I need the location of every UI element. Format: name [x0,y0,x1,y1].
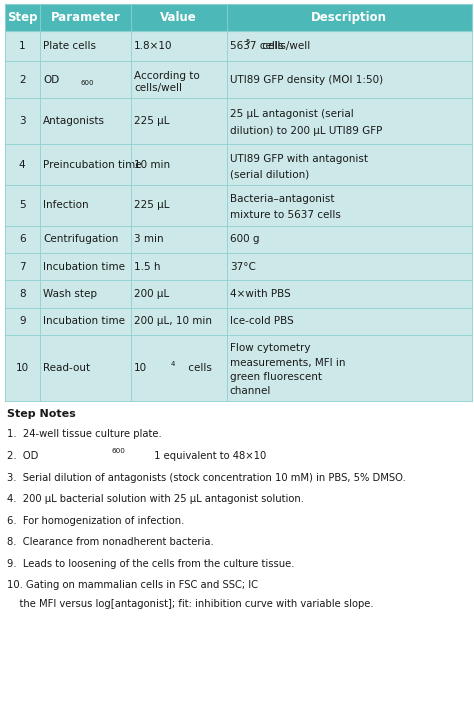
Text: 8.  Clearance from nonadherent bacteria.: 8. Clearance from nonadherent bacteria. [7,537,214,547]
Text: 9: 9 [19,316,26,326]
Bar [5,280,472,308]
Text: Parameter: Parameter [50,11,120,24]
Bar [5,226,472,253]
Text: 4.  200 μL bacterial solution with 25 μL antagonist solution.: 4. 200 μL bacterial solution with 25 μL … [7,494,304,504]
Text: (serial dilution): (serial dilution) [230,169,309,179]
Text: the MFI versus log[antagonist]; fit: inhibition curve with variable slope.: the MFI versus log[antagonist]; fit: inh… [7,599,374,609]
Text: 1: 1 [19,41,26,51]
Text: Bacteria–antagonist: Bacteria–antagonist [230,194,334,204]
Text: 600 g: 600 g [230,234,259,244]
Text: 4: 4 [19,160,26,169]
Text: 1.8×10: 1.8×10 [134,41,173,51]
Bar [5,61,472,98]
Text: 3.  Serial dilution of antagonists (stock concentration 10 mM) in PBS, 5% DMSO.: 3. Serial dilution of antagonists (stock… [7,473,406,483]
Text: 10: 10 [16,363,29,373]
Text: measurements, MFI in: measurements, MFI in [230,358,346,368]
Text: 200 μL, 10 min: 200 μL, 10 min [134,316,212,326]
Text: Read-out: Read-out [43,363,90,373]
Text: Incubation time: Incubation time [43,262,125,272]
Text: 10. Gating on mammalian cells in FSC and SSC; IC: 10. Gating on mammalian cells in FSC and… [7,580,258,590]
Text: UTI89 GFP with antagonist: UTI89 GFP with antagonist [230,153,368,163]
Text: 7: 7 [19,262,26,272]
Text: Description: Description [311,11,387,24]
Text: Infection: Infection [43,201,89,210]
Text: 600: 600 [80,80,93,86]
Text: Centrifugation: Centrifugation [43,234,118,244]
Text: 2: 2 [19,75,26,85]
Bar [5,253,472,280]
Bar [5,335,472,401]
Text: dilution) to 200 μL UTI89 GFP: dilution) to 200 μL UTI89 GFP [230,126,382,136]
Text: 4: 4 [171,361,175,366]
Text: UTI89 GFP density (MOI 1:50): UTI89 GFP density (MOI 1:50) [230,75,383,85]
Text: 8: 8 [19,289,26,299]
Text: 5: 5 [245,39,249,44]
Text: OD: OD [43,75,59,85]
Bar [5,31,472,61]
Text: 10: 10 [134,363,147,373]
Text: Flow cytometry: Flow cytometry [230,343,310,353]
Text: Step: Step [7,11,37,24]
Text: Plate cells: Plate cells [43,41,96,51]
Text: 37°C: 37°C [230,262,255,272]
Bar [5,185,472,226]
Text: 200 μL: 200 μL [134,289,169,299]
Text: 4×with PBS: 4×with PBS [230,289,291,299]
Text: channel: channel [230,386,271,397]
Text: 6.  For homogenization of infection.: 6. For homogenization of infection. [7,516,184,526]
Text: According to: According to [134,71,200,81]
Text: Value: Value [160,11,197,24]
Bar [5,144,472,185]
Text: 25 μL antagonist (serial: 25 μL antagonist (serial [230,109,354,119]
Text: 9.  Leads to loosening of the cells from the culture tissue.: 9. Leads to loosening of the cells from … [7,559,295,569]
Text: 1.  24-well tissue culture plate.: 1. 24-well tissue culture plate. [7,429,162,440]
Text: 2.  OD: 2. OD [7,451,38,461]
Text: 600: 600 [111,448,126,454]
Text: 3: 3 [19,116,26,126]
Text: 225 μL: 225 μL [134,201,170,210]
Text: Preincubation time: Preincubation time [43,160,142,169]
Text: 225 μL: 225 μL [134,116,170,126]
Text: Incubation time: Incubation time [43,316,125,326]
Text: Step Notes: Step Notes [7,409,76,419]
Text: 5637 cells: 5637 cells [230,41,283,51]
Bar [5,98,472,144]
Text: Ice-cold PBS: Ice-cold PBS [230,316,293,326]
Text: cells: cells [185,363,212,373]
Text: 3 min: 3 min [134,234,164,244]
Text: 1.5 h: 1.5 h [134,262,161,272]
Text: cells/well: cells/well [134,83,182,93]
Text: 6: 6 [19,234,26,244]
Text: Wash step: Wash step [43,289,97,299]
Text: 10 min: 10 min [134,160,170,169]
Bar [5,308,472,335]
Bar [5,4,472,31]
Text: Antagonists: Antagonists [43,116,105,126]
Text: mixture to 5637 cells: mixture to 5637 cells [230,210,341,220]
Text: 1 equivalent to 48×10: 1 equivalent to 48×10 [151,451,266,461]
Text: green fluorescent: green fluorescent [230,372,322,382]
Text: cells/well: cells/well [259,41,310,51]
Text: 5: 5 [19,201,26,210]
